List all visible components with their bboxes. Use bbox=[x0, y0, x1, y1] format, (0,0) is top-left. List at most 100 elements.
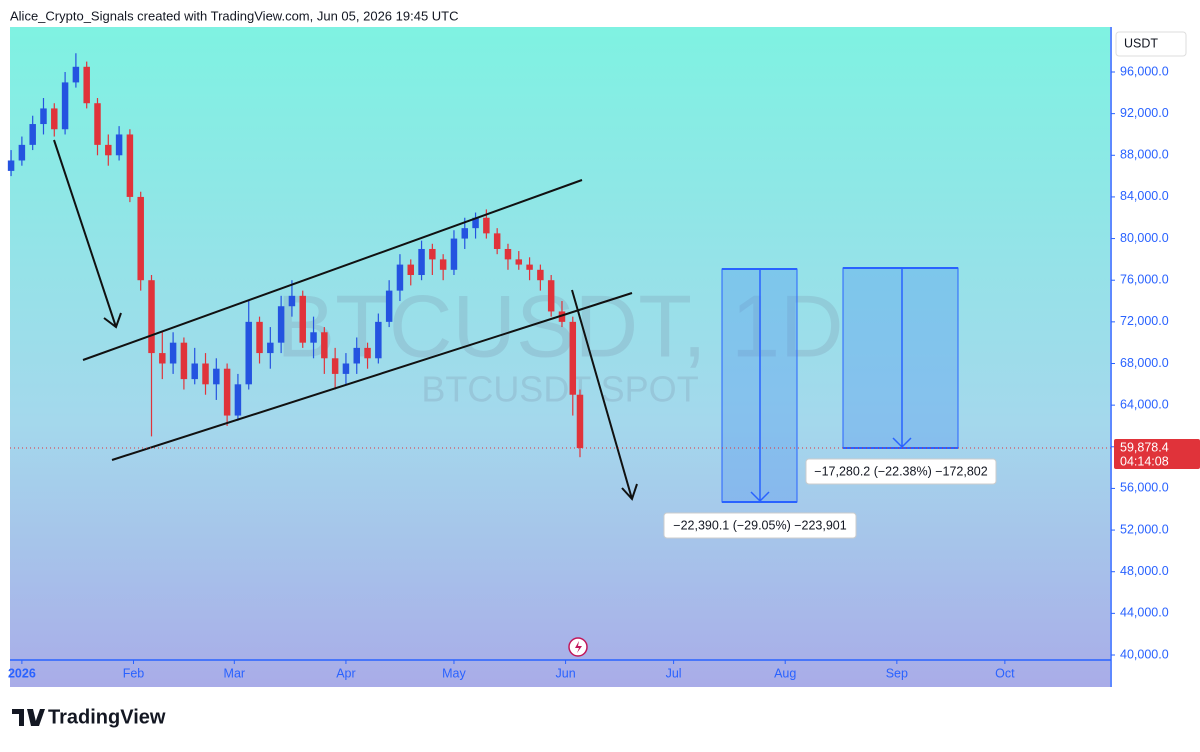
candle-body bbox=[223, 368, 231, 416]
x-tick-label: Apr bbox=[336, 666, 355, 680]
candle-body bbox=[342, 363, 350, 374]
x-tick-label: Jun bbox=[556, 666, 576, 680]
candle-body bbox=[288, 295, 296, 307]
measure-arrow bbox=[750, 269, 770, 503]
candle-body bbox=[493, 233, 501, 249]
candle-body bbox=[148, 280, 155, 354]
x-tick-label: Mar bbox=[224, 666, 246, 680]
trendline bbox=[82, 179, 583, 361]
last-price-label: 59,878.4 bbox=[1120, 440, 1169, 454]
candle-body bbox=[576, 394, 584, 449]
event-icon-bolt bbox=[575, 641, 582, 653]
candle-body bbox=[353, 347, 360, 364]
candle-body bbox=[321, 332, 328, 359]
header: Alice_Crypto_Signals created with Tradin… bbox=[10, 8, 459, 23]
candle-body bbox=[29, 124, 36, 145]
candle-body bbox=[504, 248, 512, 260]
measure-label-box bbox=[805, 458, 997, 485]
plot bbox=[7, 53, 584, 458]
x-tick-label: Feb bbox=[123, 666, 145, 680]
candle-body bbox=[180, 342, 188, 380]
y-tick-label: 40,000.0 bbox=[1120, 647, 1169, 661]
candle-body bbox=[331, 358, 339, 374]
y-tick-label: 92,000.0 bbox=[1120, 106, 1169, 120]
chart-area bbox=[10, 27, 1110, 687]
y-tick-label: 72,000.0 bbox=[1120, 314, 1169, 328]
candle-body bbox=[299, 295, 306, 343]
measure-box bbox=[842, 267, 959, 449]
y-tick-label: 68,000.0 bbox=[1120, 356, 1169, 370]
trendline bbox=[111, 292, 633, 461]
x-tick-label: Sep bbox=[886, 666, 908, 680]
candle-body bbox=[385, 290, 393, 322]
candle-body bbox=[439, 259, 447, 270]
candle-body bbox=[396, 264, 404, 291]
candle-body bbox=[115, 134, 123, 156]
candle-body bbox=[245, 321, 252, 385]
candle-body bbox=[202, 363, 209, 385]
x-tick-label: May bbox=[442, 666, 466, 680]
candle-body bbox=[418, 248, 425, 276]
drawings bbox=[53, 139, 638, 501]
x-tick-label: 2026 bbox=[8, 666, 36, 680]
candle-body bbox=[515, 259, 523, 265]
candle-body bbox=[472, 217, 479, 229]
candle-body bbox=[169, 342, 177, 364]
candle-body bbox=[213, 368, 220, 385]
countdown: 04:14:08 bbox=[1120, 454, 1169, 468]
y-tick-label: 44,000.0 bbox=[1120, 606, 1169, 620]
candle-body bbox=[267, 342, 274, 354]
brand: TradingView bbox=[48, 706, 166, 728]
watermark-sub: BTCUSDT SPOT bbox=[421, 369, 698, 410]
brand-logo bbox=[12, 709, 45, 726]
x-tick-label: Jul bbox=[666, 666, 682, 680]
candle-body bbox=[277, 306, 285, 343]
candle-body bbox=[126, 134, 134, 197]
x-tick-label: Oct bbox=[995, 666, 1015, 680]
candle-body bbox=[234, 384, 242, 416]
measure-label-box bbox=[663, 512, 857, 539]
y-tick-label: 84,000.0 bbox=[1120, 189, 1169, 203]
y-tick-label: 88,000.0 bbox=[1120, 148, 1169, 162]
candle-body bbox=[191, 363, 198, 380]
candle-body bbox=[310, 332, 317, 343]
y-tick-label: 48,000.0 bbox=[1120, 564, 1169, 578]
candle-body bbox=[256, 321, 263, 354]
candle-body bbox=[159, 353, 166, 364]
candle-body bbox=[547, 280, 555, 312]
candle-body bbox=[18, 144, 26, 161]
measure-arrow bbox=[892, 268, 912, 449]
candle-body bbox=[461, 228, 469, 239]
candle-body bbox=[450, 238, 458, 270]
x-tick-label: Aug bbox=[774, 666, 796, 680]
brand-mark bbox=[12, 709, 45, 726]
candle-body bbox=[72, 66, 80, 83]
candle-body bbox=[40, 108, 47, 125]
candle-body bbox=[94, 103, 101, 145]
candle-body bbox=[51, 108, 58, 130]
y-tick-label: 76,000.0 bbox=[1120, 273, 1169, 287]
candle-body bbox=[137, 196, 144, 281]
candle-body bbox=[483, 217, 490, 234]
candle-body bbox=[407, 264, 414, 276]
candle-body bbox=[83, 66, 90, 104]
candle-body bbox=[364, 347, 371, 359]
currency: USDT bbox=[1124, 36, 1158, 50]
watermark: BTCUSDT, 1D bbox=[276, 276, 843, 375]
y-tick-label: 52,000.0 bbox=[1120, 522, 1169, 536]
candle-body bbox=[569, 321, 577, 395]
arrow bbox=[571, 289, 638, 501]
last-price-tag bbox=[1114, 439, 1200, 470]
y-tick-label: 56,000.0 bbox=[1120, 481, 1169, 495]
y-tick-label: 64,000.0 bbox=[1120, 397, 1169, 411]
candle-body bbox=[105, 144, 112, 156]
candle-body bbox=[537, 269, 544, 281]
y-tick-label: 96,000.0 bbox=[1120, 64, 1169, 78]
arrow bbox=[53, 139, 122, 329]
candle-body bbox=[429, 248, 436, 260]
measure-label: −17,280.2 (−22.38%) −172,802 bbox=[814, 464, 987, 478]
currency-box[interactable] bbox=[1115, 31, 1187, 57]
measure-label: −22,390.1 (−29.05%) −223,901 bbox=[673, 518, 846, 532]
